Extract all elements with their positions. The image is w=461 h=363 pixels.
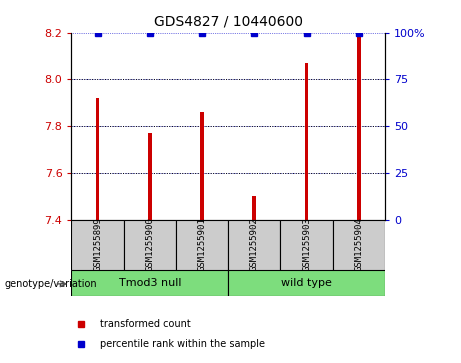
Text: GSM1255900: GSM1255900 (145, 217, 154, 271)
Text: transformed count: transformed count (100, 319, 190, 329)
Bar (148, 133, 152, 220)
Bar (71, 220, 124, 270)
Bar (200, 112, 204, 220)
Bar (96, 98, 100, 220)
Bar (305, 63, 308, 220)
Text: Tmod3 null: Tmod3 null (118, 278, 181, 288)
Text: GSM1255904: GSM1255904 (355, 217, 363, 271)
Bar (333, 220, 385, 270)
Bar (228, 220, 280, 270)
Text: GSM1255899: GSM1255899 (93, 217, 102, 271)
Title: GDS4827 / 10440600: GDS4827 / 10440600 (154, 15, 303, 29)
Text: GSM1255903: GSM1255903 (302, 217, 311, 271)
Bar (176, 220, 228, 270)
Bar (124, 220, 176, 270)
Bar (280, 220, 333, 270)
Text: percentile rank within the sample: percentile rank within the sample (100, 339, 265, 348)
Text: wild type: wild type (281, 278, 332, 288)
Text: GSM1255901: GSM1255901 (198, 217, 207, 271)
Text: GSM1255902: GSM1255902 (250, 217, 259, 271)
Text: genotype/variation: genotype/variation (5, 279, 97, 289)
Bar (228, 270, 385, 296)
Bar (357, 33, 361, 220)
Bar (253, 196, 256, 220)
Bar (71, 270, 228, 296)
